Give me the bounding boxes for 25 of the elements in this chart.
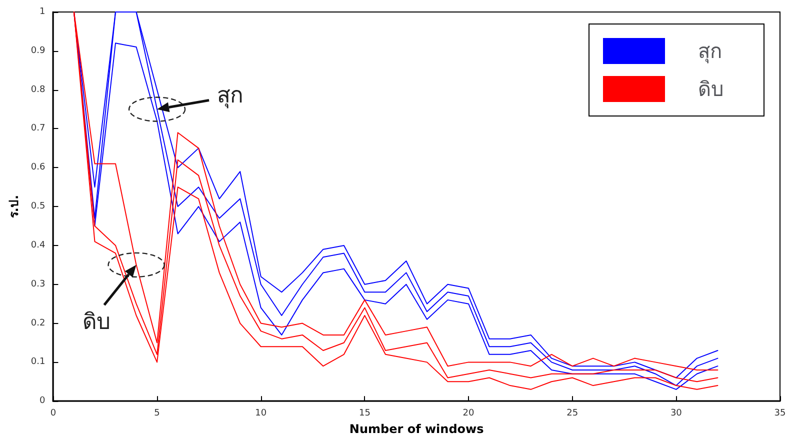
x-tick-label: 25 (566, 408, 578, 419)
y-tick-label: 0.1 (30, 357, 46, 368)
y-tick-label: 0 (39, 396, 46, 406)
x-tick-label: 5 (154, 408, 160, 419)
y-tick-label: 0.4 (30, 240, 46, 250)
annotation: ดิบ (82, 310, 110, 335)
legend-label: สุก (698, 39, 722, 64)
y-tick-label: 0.5 (30, 202, 46, 212)
annotation: สุก (217, 83, 244, 108)
x-tick-label: 10 (255, 408, 267, 419)
y-tick-label: 0.3 (30, 279, 46, 290)
legend-label: ดิบ (698, 77, 724, 101)
y-tick-label: 0.7 (30, 124, 46, 134)
y-tick-label: 0.9 (30, 46, 46, 56)
x-tick-label: 35 (774, 408, 786, 419)
y-tick-label: 1 (39, 7, 46, 17)
x-tick-label: 0 (50, 408, 56, 419)
x-tick-label: 20 (462, 408, 475, 419)
y-axis-title: ร.ป. (7, 194, 21, 218)
y-tick-label: 0.8 (30, 84, 46, 95)
y-tick-label: 0.2 (30, 318, 46, 328)
x-axis-title: Number of windows (349, 422, 484, 436)
x-tick-label: 15 (358, 408, 370, 419)
x-tick-label: 30 (670, 408, 682, 419)
y-tick-label: 0.6 (30, 162, 46, 173)
